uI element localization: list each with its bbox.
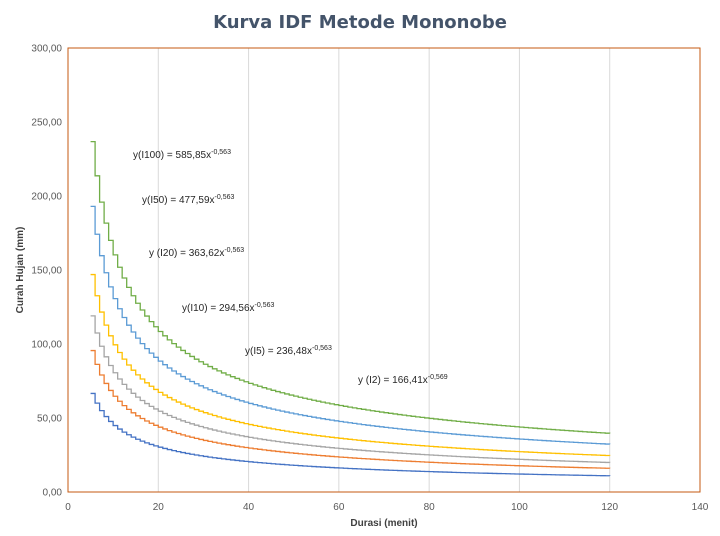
- series-line-4: [90, 273, 611, 457]
- equation-label: y(I100) = 585,85x-0,563: [133, 149, 231, 161]
- y-tick-label: 300,00: [31, 44, 62, 55]
- x-axis-title: Durasi (menit): [350, 518, 417, 529]
- x-axis-ticks: 0 20 40 60 80 100 120 140: [65, 502, 709, 513]
- x-tick-label: 40: [243, 502, 255, 513]
- y-tick-label: 200,00: [31, 192, 62, 203]
- series-lines: [90, 140, 611, 477]
- gridlines: [157, 48, 611, 492]
- y-tick-label: 250,00: [31, 118, 62, 129]
- series-line-2: [90, 349, 611, 469]
- equation-annotations: y(I100) = 585,85x-0,563 y(I50) = 477,59x-…: [133, 149, 448, 386]
- y-axis-ticks: 0,00 50,00 100,00 150,00 200,00 250,00 300,00: [31, 44, 62, 499]
- x-tick-label: 100: [511, 502, 528, 513]
- plot-area-border: [67, 47, 701, 493]
- x-tick-label: 60: [333, 502, 345, 513]
- x-tick-label: 120: [601, 502, 618, 513]
- chart-title: Kurva IDF Metode Mononobe: [213, 12, 507, 33]
- equation-label: y (I20) = 363,62x-0,563: [149, 247, 244, 259]
- series-line-3: [90, 315, 611, 464]
- equation-label: y(I5) = 236,48x-0,563: [245, 345, 332, 357]
- y-tick-label: 0,00: [43, 488, 63, 499]
- equation-label: y(I50) = 477,59x-0,563: [142, 194, 235, 206]
- y-axis-title: Curah Hujan (mm): [15, 227, 26, 314]
- x-tick-label: 20: [153, 502, 165, 513]
- series-line-1: [90, 392, 611, 477]
- series-line-6: [90, 140, 611, 434]
- y-tick-label: 150,00: [31, 266, 62, 277]
- x-tick-label: 80: [424, 502, 436, 513]
- x-tick-label: 0: [65, 502, 71, 513]
- equation-label: y (I2) = 166,41x-0,569: [358, 374, 448, 386]
- y-tick-label: 100,00: [31, 340, 62, 351]
- equation-label: y(I10) = 294,56x-0,563: [182, 302, 275, 314]
- x-tick-label: 140: [692, 502, 709, 513]
- y-tick-label: 50,00: [37, 414, 62, 425]
- series-line-5: [90, 205, 611, 445]
